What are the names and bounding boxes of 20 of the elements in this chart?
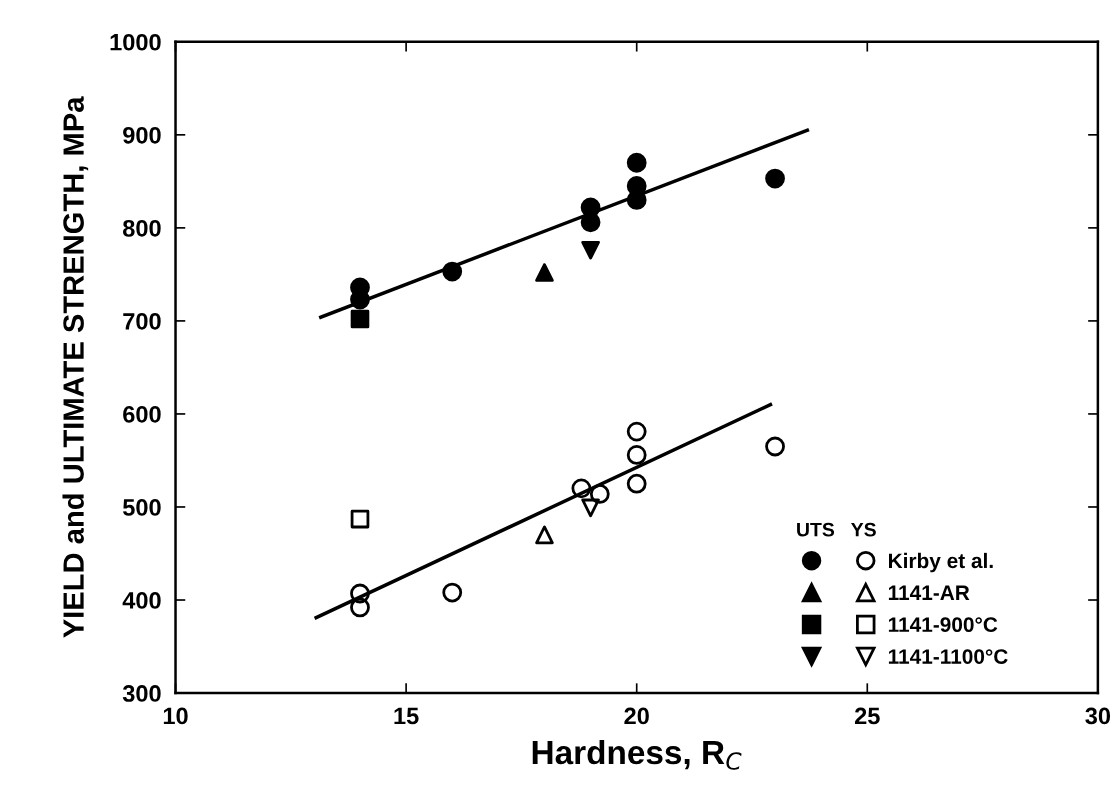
legend-label: 1141-1100°C [888,649,1008,664]
x-tick-label: 15 [394,707,419,725]
legend-label: 1141-AR [888,585,970,600]
y-axis-title: YIELD and ULTIMATE STRENGTH, MPa [62,96,89,638]
y-tick-label: 800 [123,219,161,237]
y-tick-label: 900 [123,126,161,144]
y-tick-label: 300 [122,685,161,702]
y-tick-label: 1000 [110,33,161,51]
x-tick-label: 20 [624,707,649,725]
legend-title: UTS YS [797,522,876,537]
y-tick-label: 600 [123,406,161,423]
x-tick-label: 30 [1085,707,1111,725]
y-tick-label: 400 [122,592,161,609]
legend-label: 1141-900°C [888,617,998,633]
y-tick-label: 500 [122,499,161,516]
x-tick-label: 10 [163,707,188,725]
x-axis-title: Hardness, R$_{C}$ [532,739,742,770]
legend-label: Kirby et al. [889,552,993,573]
x-tick-label: 25 [854,707,880,725]
y-tick-label: 700 [123,312,161,330]
